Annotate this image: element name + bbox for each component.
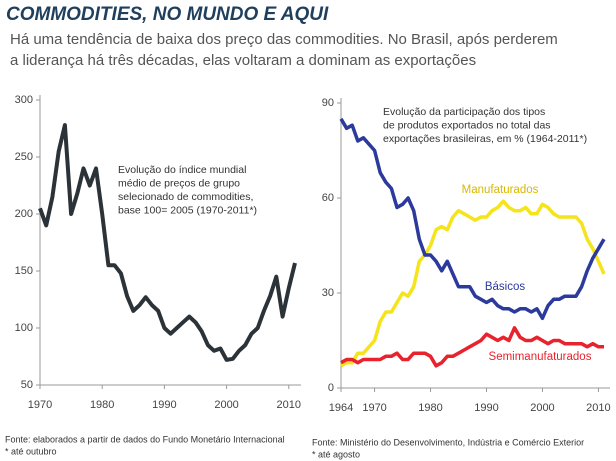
annotation: de produtos exportados no total das [383, 119, 551, 131]
x-tick-label: 1970 [362, 402, 386, 414]
data-line [38, 123, 297, 362]
data-line [340, 326, 604, 368]
y-tick-label: 200 [15, 208, 33, 220]
x-tick-label: 1980 [418, 402, 442, 414]
subtitle: Há uma tendência de baixa dos preço das … [10, 31, 558, 48]
x-tick-label: 2010 [277, 399, 301, 411]
y-tick-label: 0 [328, 382, 334, 394]
y-tick-label: 300 [15, 94, 33, 106]
x-tick-label: 2000 [530, 402, 554, 414]
y-tick-label: 100 [15, 322, 33, 334]
x-tick-label: 1990 [152, 399, 176, 411]
source: Fonte: Ministério do Desenvolvimento, In… [312, 437, 584, 447]
source: * até agosto [312, 449, 360, 459]
series-label: Manufaturados [462, 184, 539, 196]
series-label: Básicos [485, 281, 526, 293]
y-tick-label: 30 [322, 287, 334, 299]
y-tick-label: 90 [322, 97, 334, 109]
x-tick-label: 1990 [474, 402, 498, 414]
annotation: Evolução da participação dos tipos [383, 106, 545, 118]
y-tick-label: 60 [322, 192, 334, 204]
annotation: Evolução do índice mundial [118, 164, 246, 176]
x-tick-label: 1980 [90, 399, 114, 411]
series-label: Semimanufaturados [489, 351, 592, 363]
y-tick-label: 250 [15, 151, 33, 163]
y-tick-label: 150 [15, 265, 33, 277]
x-tick-label: 1964 [329, 402, 353, 414]
annotation: base 100= 2005 (1970-2011*) [118, 204, 257, 216]
annotation: selecionado de commodities, [118, 191, 253, 203]
subtitle: a liderança há três décadas, elas voltar… [10, 52, 476, 69]
source: * até outubro [5, 446, 57, 456]
title: COMMODITIES, NO MUNDO E AQUI [6, 4, 329, 25]
y-tick-label: 50 [21, 379, 33, 391]
x-tick-label: 2010 [586, 402, 610, 414]
source: Fonte: elaborados a partir de dados do F… [5, 434, 285, 444]
annotation: médio de preços de grupo [118, 177, 240, 189]
x-tick-label: 2000 [214, 399, 238, 411]
x-tick-label: 1970 [28, 399, 52, 411]
data-line [340, 199, 606, 368]
data-line [339, 117, 606, 321]
annotation: exportações brasileiras, em % (1964-2011… [383, 133, 587, 145]
